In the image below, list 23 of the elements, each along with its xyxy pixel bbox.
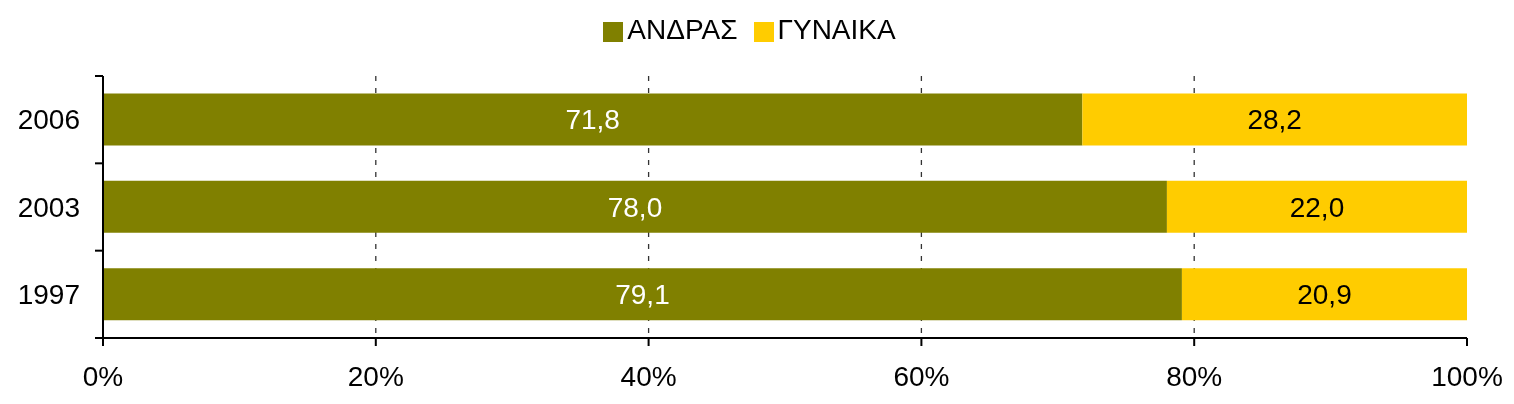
bar — [1082, 93, 1467, 146]
legend-label: ΑΝΔΡΑΣ — [627, 14, 738, 45]
bar — [103, 268, 1182, 321]
bar — [103, 180, 1167, 233]
y-tick-label: 2003 — [17, 191, 80, 223]
data-label: 71,8 — [565, 104, 620, 136]
x-tick-label: 40% — [620, 360, 677, 392]
bar — [103, 93, 1083, 146]
data-label: 78,0 — [607, 191, 663, 223]
data-label: 22,0 — [1289, 191, 1345, 223]
data-label: 79,1 — [615, 279, 670, 311]
y-tick-label: 2006 — [17, 104, 80, 136]
y-tick-label: 1997 — [17, 278, 80, 310]
data-label: 20,9 — [1297, 279, 1352, 311]
x-tick-label: 60% — [893, 360, 950, 392]
x-tick-label: 80% — [1166, 360, 1223, 392]
bar — [1166, 180, 1467, 233]
bar — [1181, 268, 1467, 321]
x-tick-label: 0% — [82, 360, 124, 392]
legend-label: ΓΥΝΑΙΚΑ — [777, 14, 896, 45]
x-tick-label: 100% — [1431, 360, 1503, 392]
data-label: 28,2 — [1247, 104, 1302, 136]
x-tick-label: 20% — [347, 360, 404, 392]
